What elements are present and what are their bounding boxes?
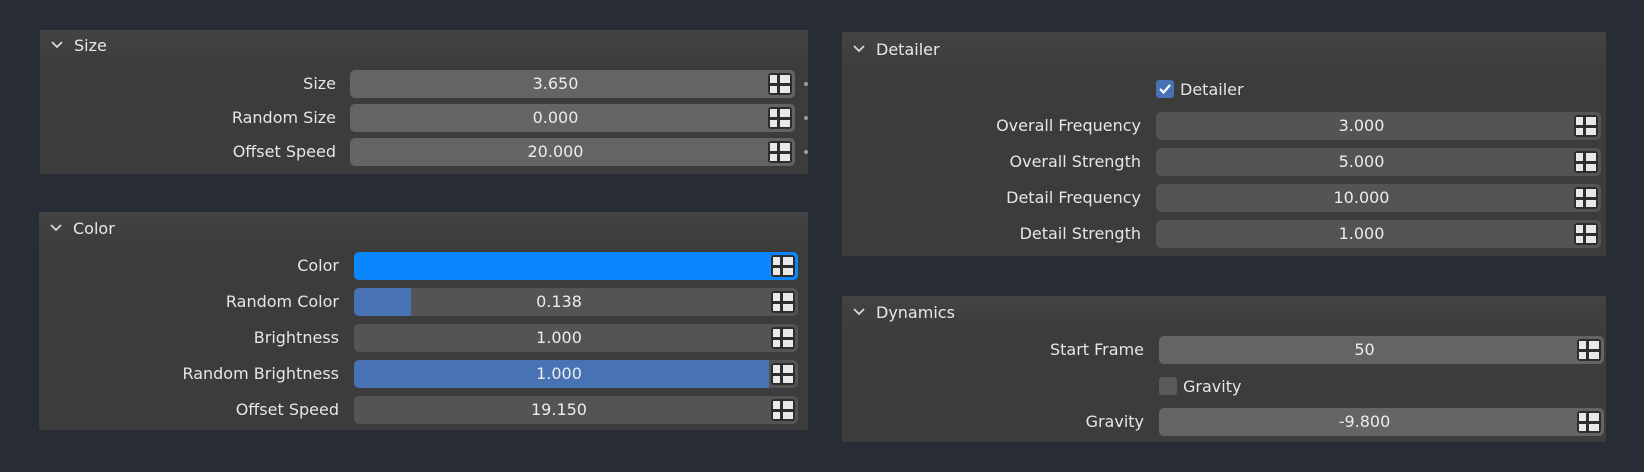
keyframe-icon[interactable] bbox=[1574, 223, 1598, 245]
random-color-row: Random Color 0.138 bbox=[39, 288, 808, 316]
field-label: Color bbox=[297, 256, 339, 275]
random-brightness-slider[interactable]: 1.000 bbox=[354, 360, 798, 388]
keyframe-icon[interactable] bbox=[768, 141, 792, 163]
color-swatch[interactable] bbox=[354, 252, 798, 280]
detail-strength-row: Detail Strength 1.000 bbox=[842, 220, 1606, 248]
brightness-field[interactable]: 1.000 bbox=[354, 324, 798, 352]
checkbox-label: Detailer bbox=[1180, 79, 1244, 99]
gravity-checkbox[interactable] bbox=[1159, 377, 1177, 395]
chevron-down-icon bbox=[49, 221, 63, 235]
keyframe-icon[interactable] bbox=[771, 327, 795, 349]
size-panel: Size Size 3.650 Random Size 0.000 Offset… bbox=[40, 30, 808, 174]
field-label: Brightness bbox=[253, 328, 339, 347]
chevron-down-icon bbox=[50, 38, 64, 52]
field-value: 19.150 bbox=[531, 400, 587, 419]
field-label: Random Color bbox=[225, 292, 339, 311]
checkmark-icon bbox=[1159, 84, 1171, 95]
detail-frequency-field[interactable]: 10.000 bbox=[1156, 184, 1601, 212]
gravity-row: Gravity -9.800 bbox=[842, 408, 1606, 436]
color-panel-header[interactable]: Color bbox=[39, 212, 808, 244]
dynamics-panel-header[interactable]: Dynamics bbox=[842, 296, 1606, 328]
field-label: Start Frame bbox=[1049, 340, 1144, 359]
keyframe-icon[interactable] bbox=[768, 73, 792, 95]
keyframe-icon[interactable] bbox=[771, 255, 795, 277]
field-label: Overall Frequency bbox=[996, 116, 1141, 135]
keyframe-icon[interactable] bbox=[1574, 151, 1598, 173]
random-color-slider[interactable]: 0.138 bbox=[354, 288, 798, 316]
random-brightness-row: Random Brightness 1.000 bbox=[39, 360, 808, 388]
field-label: Gravity bbox=[1085, 412, 1144, 431]
field-label: Offset Speed bbox=[235, 400, 339, 419]
field-value: 0.138 bbox=[536, 292, 582, 311]
field-value: 5.000 bbox=[1338, 152, 1385, 171]
detailer-checkbox-row[interactable]: Detailer bbox=[1156, 75, 1244, 103]
gravity-checkbox-row[interactable]: Gravity bbox=[1159, 372, 1241, 400]
animate-dot-icon[interactable] bbox=[804, 150, 808, 154]
keyframe-icon[interactable] bbox=[771, 363, 795, 385]
field-value: 10.000 bbox=[1333, 188, 1390, 207]
start-frame-field[interactable]: 50 bbox=[1159, 336, 1604, 364]
field-label: Random Brightness bbox=[182, 364, 339, 383]
field-value: 3.650 bbox=[532, 74, 579, 93]
detailer-panel: Detailer Detailer Overall Frequency 3.00… bbox=[842, 32, 1606, 256]
keyframe-icon[interactable] bbox=[1577, 339, 1601, 361]
color-panel: Color Color Random Color 0.138 Brightnes… bbox=[39, 212, 808, 430]
field-value: 1.000 bbox=[536, 364, 582, 383]
field-label: Overall Strength bbox=[1009, 152, 1141, 171]
field-value: 50 bbox=[1354, 340, 1375, 359]
start-frame-row: Start Frame 50 bbox=[842, 336, 1606, 364]
offset-speed-field[interactable]: 20.000 bbox=[350, 138, 795, 166]
keyframe-icon[interactable] bbox=[1574, 115, 1598, 137]
size-row: Size 3.650 bbox=[40, 70, 808, 98]
field-label: Offset Speed bbox=[232, 142, 336, 161]
checkbox-label: Gravity bbox=[1183, 376, 1242, 396]
overall-strength-row: Overall Strength 5.000 bbox=[842, 148, 1606, 176]
field-value: 1.000 bbox=[1338, 224, 1385, 243]
animate-dot-icon[interactable] bbox=[804, 116, 808, 120]
keyframe-icon[interactable] bbox=[768, 107, 792, 129]
field-value: 20.000 bbox=[527, 142, 584, 161]
detailer-checkbox[interactable] bbox=[1156, 80, 1174, 98]
detail-strength-field[interactable]: 1.000 bbox=[1156, 220, 1601, 248]
keyframe-icon[interactable] bbox=[771, 399, 795, 421]
keyframe-icon[interactable] bbox=[1574, 187, 1598, 209]
detailer-panel-header[interactable]: Detailer bbox=[842, 32, 1606, 66]
size-panel-header[interactable]: Size bbox=[40, 30, 808, 60]
keyframe-icon[interactable] bbox=[771, 291, 795, 313]
random-size-row: Random Size 0.000 bbox=[40, 104, 808, 132]
detail-frequency-row: Detail Frequency 10.000 bbox=[842, 184, 1606, 212]
overall-strength-field[interactable]: 5.000 bbox=[1156, 148, 1601, 176]
offset-speed-row: Offset Speed 20.000 bbox=[40, 138, 808, 166]
field-label: Size bbox=[303, 74, 336, 93]
size-field[interactable]: 3.650 bbox=[350, 70, 795, 98]
overall-frequency-row: Overall Frequency 3.000 bbox=[842, 112, 1606, 140]
overall-frequency-field[interactable]: 3.000 bbox=[1156, 112, 1601, 140]
chevron-down-icon bbox=[852, 42, 866, 56]
panel-title: Detailer bbox=[876, 39, 940, 59]
field-label: Detail Strength bbox=[1019, 224, 1141, 243]
panel-title: Dynamics bbox=[876, 302, 955, 322]
field-value: 0.000 bbox=[532, 108, 579, 127]
offset-speed-row: Offset Speed 19.150 bbox=[39, 396, 808, 424]
field-value: 1.000 bbox=[536, 328, 582, 347]
gravity-field[interactable]: -9.800 bbox=[1159, 408, 1604, 436]
panel-title: Color bbox=[73, 218, 115, 238]
field-label: Random Size bbox=[231, 108, 336, 127]
brightness-row: Brightness 1.000 bbox=[39, 324, 808, 352]
keyframe-icon[interactable] bbox=[1577, 411, 1601, 433]
animate-dot-icon[interactable] bbox=[804, 82, 808, 86]
field-value: -9.800 bbox=[1338, 412, 1391, 431]
color-row: Color bbox=[39, 252, 808, 280]
panel-title: Size bbox=[74, 35, 107, 55]
slider-fill bbox=[354, 360, 769, 388]
chevron-down-icon bbox=[852, 305, 866, 319]
dynamics-panel: Dynamics Start Frame 50 Gravity Gravity … bbox=[842, 296, 1606, 442]
offset-speed-field[interactable]: 19.150 bbox=[354, 396, 798, 424]
random-size-field[interactable]: 0.000 bbox=[350, 104, 795, 132]
field-label: Detail Frequency bbox=[1006, 188, 1141, 207]
field-value: 3.000 bbox=[1338, 116, 1385, 135]
slider-fill bbox=[354, 288, 411, 316]
